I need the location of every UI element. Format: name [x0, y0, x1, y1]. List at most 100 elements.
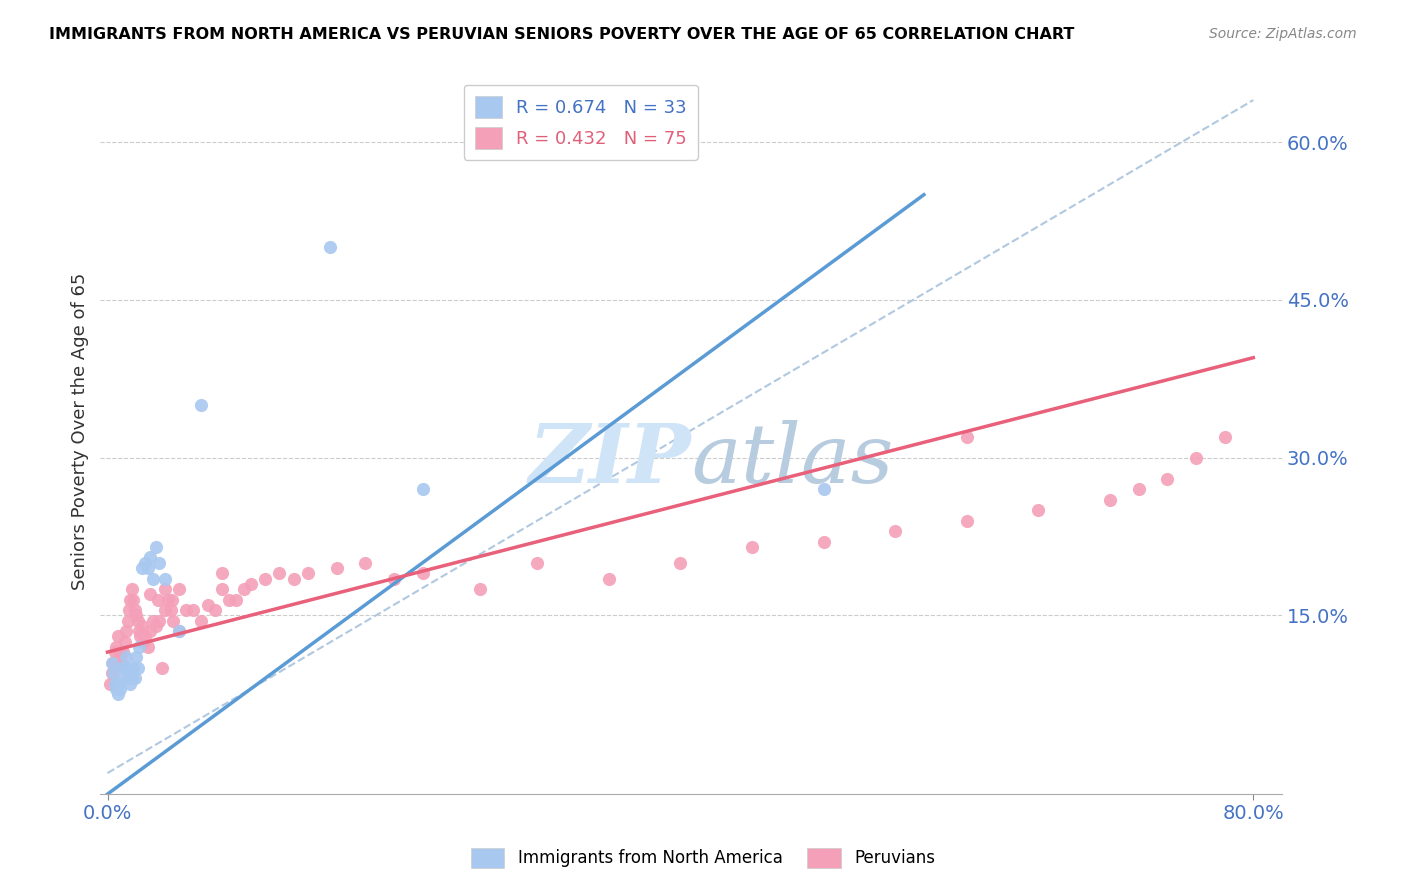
- Point: [120, 676, 142, 690]
- Point: [813, 482, 835, 496]
- Point: [118, 603, 141, 617]
- Point: [118, 672, 141, 686]
- Point: [269, 566, 291, 581]
- Point: [204, 603, 226, 617]
- Point: [110, 645, 132, 659]
- Point: [131, 619, 153, 633]
- Point: [150, 661, 173, 675]
- Point: [101, 666, 124, 681]
- Point: [127, 614, 149, 628]
- Point: [297, 566, 319, 581]
- Point: [139, 587, 162, 601]
- Point: [136, 640, 159, 654]
- Point: [156, 592, 179, 607]
- Point: [145, 540, 167, 554]
- Point: [167, 624, 190, 638]
- Point: [120, 592, 142, 607]
- Point: [1028, 503, 1050, 517]
- Y-axis label: Seniors Poverty Over the Age of 65: Seniors Poverty Over the Age of 65: [72, 273, 89, 590]
- Point: [174, 603, 197, 617]
- Point: [101, 656, 124, 670]
- Point: [153, 582, 176, 596]
- Point: [325, 561, 347, 575]
- Point: [239, 576, 262, 591]
- Point: [884, 524, 907, 538]
- Point: [117, 661, 139, 675]
- Point: [741, 540, 763, 554]
- Point: [468, 582, 491, 596]
- Point: [598, 572, 620, 586]
- Point: [669, 556, 692, 570]
- Text: atlas: atlas: [692, 420, 894, 500]
- Point: [108, 676, 131, 690]
- Point: [211, 566, 233, 581]
- Point: [318, 240, 340, 254]
- Point: [142, 614, 165, 628]
- Point: [112, 645, 135, 659]
- Point: [139, 550, 162, 565]
- Point: [136, 561, 159, 575]
- Point: [160, 592, 183, 607]
- Point: [142, 572, 165, 586]
- Point: [125, 650, 148, 665]
- Text: IMMIGRANTS FROM NORTH AMERICA VS PERUVIAN SENIORS POVERTY OVER THE AGE OF 65 COR: IMMIGRANTS FROM NORTH AMERICA VS PERUVIA…: [49, 27, 1074, 42]
- Point: [122, 661, 145, 675]
- Point: [354, 556, 377, 570]
- Point: [117, 614, 139, 628]
- Point: [107, 687, 129, 701]
- Point: [134, 556, 156, 570]
- Point: [145, 619, 167, 633]
- Point: [218, 592, 240, 607]
- Point: [129, 629, 152, 643]
- Point: [110, 681, 132, 696]
- Point: [121, 582, 143, 596]
- Point: [132, 634, 155, 648]
- Point: [382, 572, 405, 586]
- Point: [148, 556, 170, 570]
- Point: [121, 672, 143, 686]
- Point: [105, 681, 128, 696]
- Point: [134, 629, 156, 643]
- Point: [225, 592, 247, 607]
- Point: [108, 650, 131, 665]
- Point: [167, 582, 190, 596]
- Point: [131, 561, 153, 575]
- Point: [114, 661, 136, 675]
- Point: [183, 603, 205, 617]
- Point: [153, 603, 176, 617]
- Point: [146, 592, 169, 607]
- Point: [1213, 429, 1236, 443]
- Point: [114, 634, 136, 648]
- Point: [190, 614, 212, 628]
- Point: [526, 556, 548, 570]
- Point: [115, 624, 138, 638]
- Point: [412, 566, 434, 581]
- Point: [122, 592, 145, 607]
- Point: [107, 629, 129, 643]
- Point: [128, 640, 150, 654]
- Point: [813, 534, 835, 549]
- Point: [124, 603, 146, 617]
- Point: [111, 656, 134, 670]
- Point: [1099, 492, 1122, 507]
- Point: [100, 676, 122, 690]
- Point: [159, 603, 181, 617]
- Text: Source: ZipAtlas.com: Source: ZipAtlas.com: [1209, 27, 1357, 41]
- Point: [105, 640, 128, 654]
- Point: [103, 666, 125, 681]
- Point: [127, 661, 149, 675]
- Point: [153, 572, 176, 586]
- Point: [412, 482, 434, 496]
- Point: [1185, 450, 1208, 465]
- Point: [111, 661, 134, 675]
- Legend: Immigrants from North America, Peruvians: Immigrants from North America, Peruvians: [464, 841, 942, 875]
- Point: [283, 572, 305, 586]
- Point: [167, 624, 190, 638]
- Point: [115, 650, 138, 665]
- Point: [104, 676, 127, 690]
- Text: ZIP: ZIP: [529, 420, 692, 500]
- Point: [1156, 472, 1178, 486]
- Point: [1128, 482, 1150, 496]
- Point: [112, 672, 135, 686]
- Point: [128, 624, 150, 638]
